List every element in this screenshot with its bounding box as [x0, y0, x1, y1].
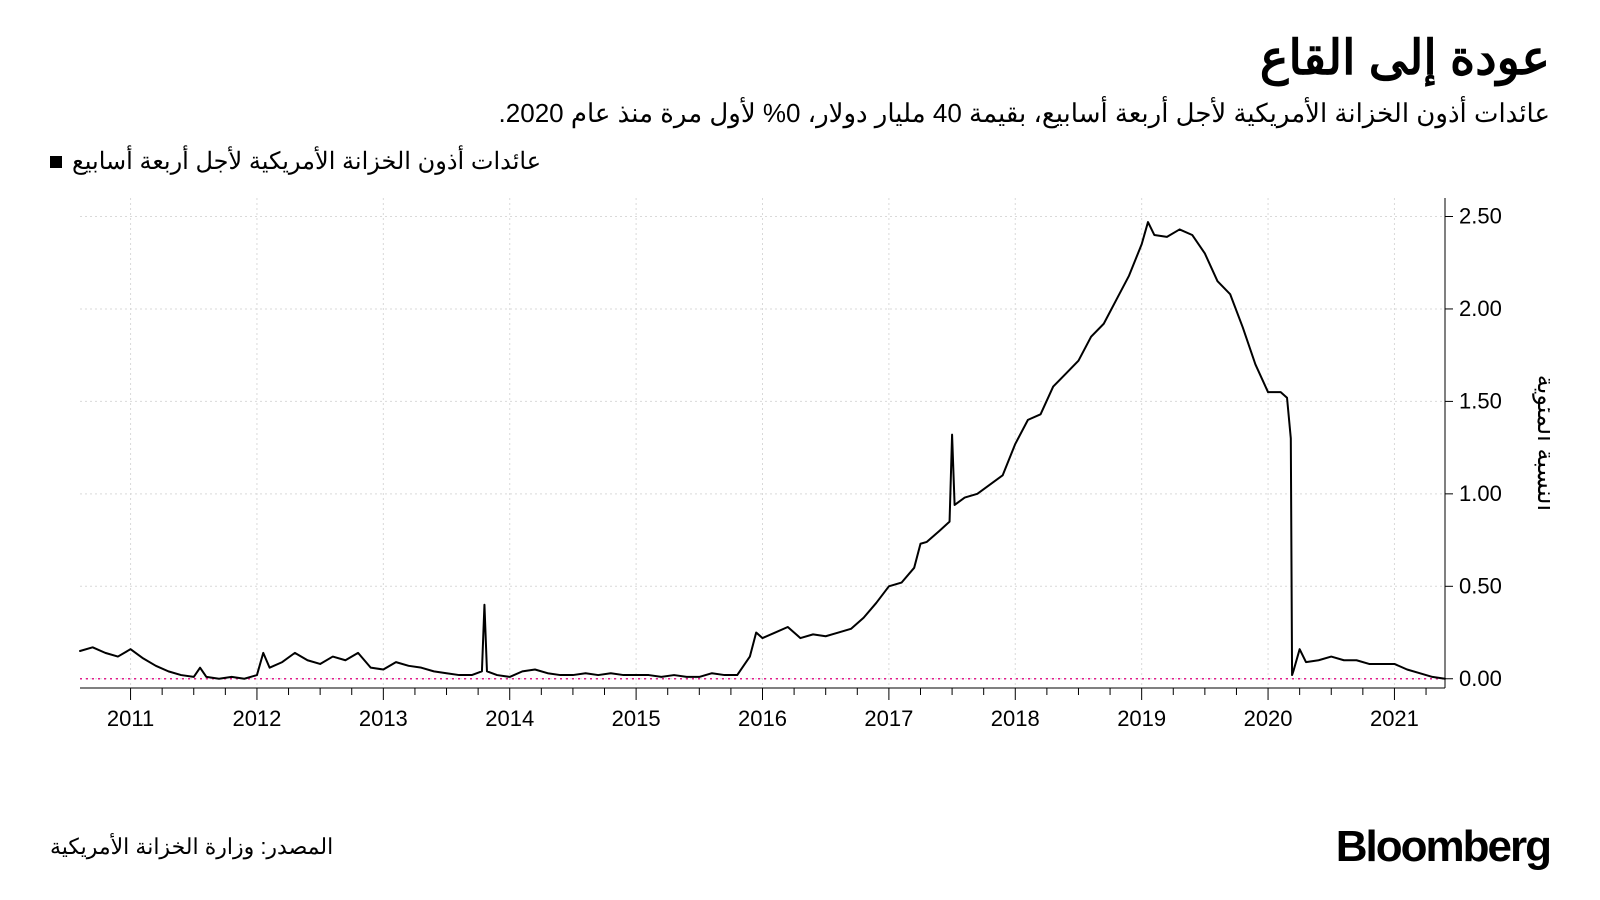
brand-logo: Bloomberg [1336, 822, 1550, 872]
svg-text:0.50: 0.50 [1459, 573, 1502, 598]
legend: عائدات أذون الخزانة الأمريكية لأجل أربعة… [50, 147, 1550, 176]
svg-text:النسبة المئوية: النسبة المئوية [1532, 375, 1550, 511]
chart-source: المصدر: وزارة الخزانة الأمريكية [50, 834, 333, 860]
svg-text:1.00: 1.00 [1459, 481, 1502, 506]
svg-text:2020: 2020 [1244, 706, 1293, 731]
svg-text:1.50: 1.50 [1459, 388, 1502, 413]
svg-text:2015: 2015 [612, 706, 661, 731]
svg-text:2019: 2019 [1117, 706, 1166, 731]
svg-text:2018: 2018 [991, 706, 1040, 731]
svg-text:2013: 2013 [359, 706, 408, 731]
svg-text:0.00: 0.00 [1459, 666, 1502, 691]
chart-title: عودة إلى القاع [50, 30, 1550, 86]
svg-text:2021: 2021 [1370, 706, 1419, 731]
svg-text:2.00: 2.00 [1459, 296, 1502, 321]
svg-text:2011: 2011 [107, 706, 154, 731]
chart-subtitle: عائدات أذون الخزانة الأمريكية لأجل أربعة… [50, 98, 1550, 129]
svg-text:2014: 2014 [485, 706, 534, 731]
legend-marker [50, 156, 62, 168]
legend-label: عائدات أذون الخزانة الأمريكية لأجل أربعة… [72, 147, 541, 176]
svg-text:2017: 2017 [864, 706, 913, 731]
svg-text:2016: 2016 [738, 706, 787, 731]
line-chart: 2011 2012 2013 2014 2015 2016 2017 2018 2019 2020… [50, 188, 1550, 748]
svg-text:2012: 2012 [232, 706, 281, 731]
svg-text:2.50: 2.50 [1459, 203, 1502, 228]
